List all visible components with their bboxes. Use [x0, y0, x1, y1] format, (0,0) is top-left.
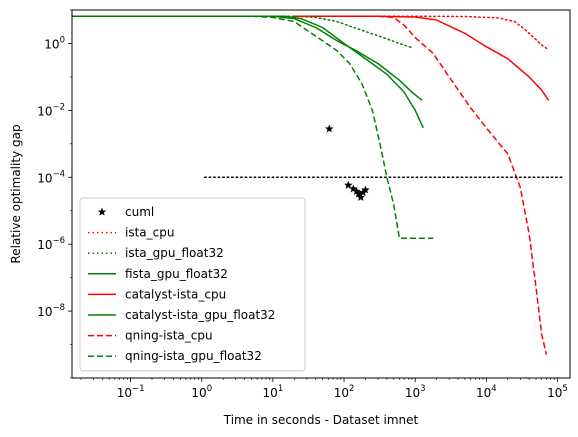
plot-frame	[71, 9, 571, 379]
legend: cuml ista_cpu ista_gpu_float32 fista_gpu_fl…	[79, 197, 306, 372]
series-fista-gpu-float32-line	[72, 15, 424, 129]
x-tick-label-2: 101	[263, 384, 284, 400]
cuml-point-6	[358, 188, 368, 197]
legend-label-qning-ista-gpu-float32: qning-ista_gpu_float32	[125, 349, 262, 363]
cuml-point-2	[349, 184, 358, 193]
series-qning-ista-gpu-float32-line	[72, 15, 434, 240]
series-catalyst-ista-gpu-float32-line	[72, 15, 423, 101]
x-tick-label-3: 102	[334, 384, 355, 400]
legend-label-catalyst-ista-cpu: catalyst-ista_cpu	[125, 287, 226, 301]
legend-label-qning-ista-cpu: qning-ista_cpu	[125, 329, 213, 343]
legend-label-ista-cpu: ista_cpu	[125, 226, 174, 240]
y-tick-label-1: 10−6	[37, 236, 65, 252]
cuml-point-4	[354, 189, 363, 198]
y-axis-label: Relative optimality gap	[9, 124, 23, 263]
legend-label-catalyst-ista-gpu-float32: catalyst-ista_gpu_float32	[125, 308, 275, 322]
cuml-point-1	[344, 180, 353, 189]
x-tick-label-6: 105	[547, 384, 568, 400]
x-tick-label-0: 10−1	[117, 384, 145, 400]
y-tick-label-3: 10−2	[37, 102, 65, 118]
series-layer	[72, 15, 564, 355]
series-cuml-markers	[324, 124, 370, 202]
cuml-point-3	[352, 186, 361, 195]
cuml-point-7	[361, 185, 370, 194]
y-tick-label-4: 100	[44, 35, 65, 51]
series-qning-ista-cpu-line	[377, 15, 548, 355]
legend-box	[79, 197, 306, 372]
legend-label-fista-gpu-float32: fista_gpu_float32	[125, 267, 228, 281]
legend-swatch-cuml	[97, 207, 107, 216]
series-catalyst-ista-cpu-line	[294, 15, 550, 101]
x-tick-label-4: 103	[405, 384, 426, 400]
cuml-point-5	[356, 192, 366, 202]
y-tick-label-0: 10−8	[37, 303, 65, 319]
x-tick-label-5: 104	[476, 384, 497, 400]
legend-label-cuml: cuml	[125, 205, 154, 219]
x-axis-label: Time in seconds - Dataset imnet	[223, 413, 419, 427]
x-tick-label-1: 100	[191, 384, 212, 400]
cuml-point-0	[324, 124, 334, 133]
series-ista-cpu-line	[293, 15, 550, 51]
y-tick-label-2: 10−4	[37, 169, 65, 185]
legend-label-ista-gpu-float32: ista_gpu_float32	[125, 246, 224, 260]
